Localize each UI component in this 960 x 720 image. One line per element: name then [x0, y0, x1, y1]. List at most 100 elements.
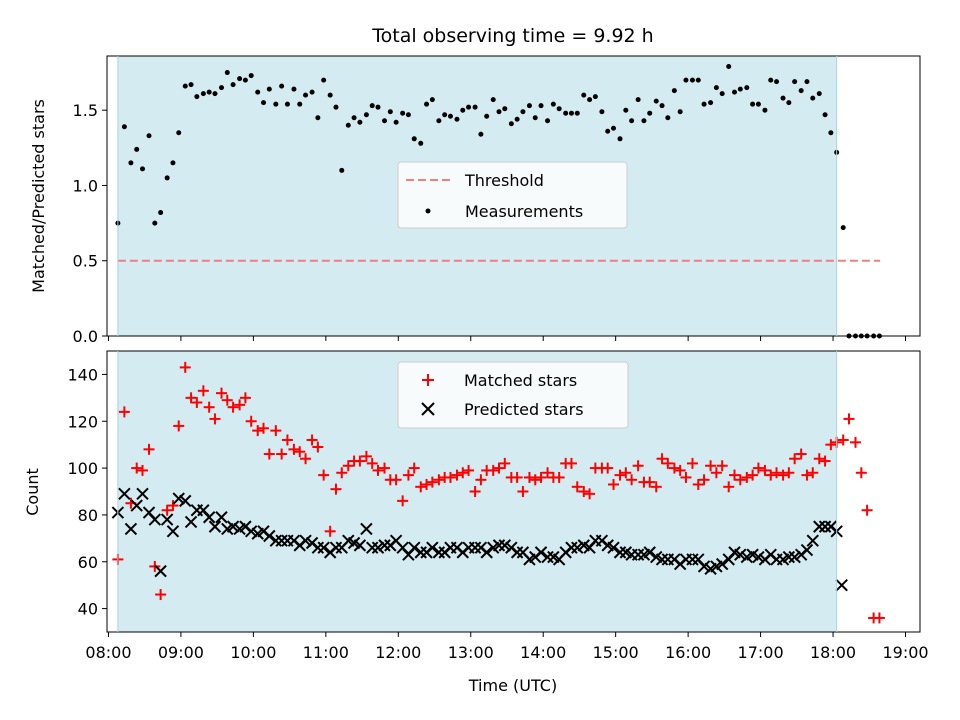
predicted-point	[631, 548, 645, 561]
matched-point	[843, 413, 855, 425]
matched-point	[300, 453, 312, 465]
measurement-point	[315, 115, 321, 121]
matched-point	[674, 464, 686, 476]
predicted-point	[329, 541, 343, 554]
measurement-point	[659, 103, 665, 109]
measurement-point	[266, 86, 272, 92]
matched-point	[813, 453, 825, 465]
measurement-point	[466, 104, 472, 110]
predicted-points	[111, 487, 848, 592]
matched-point	[517, 486, 529, 497]
matched-point	[161, 504, 173, 516]
chart-title: Total observing time = 9.92 h	[371, 25, 653, 47]
x-tick-label: 15:00	[593, 643, 639, 662]
matched-point	[245, 415, 257, 427]
matched-point	[444, 471, 456, 483]
matched-point	[294, 446, 306, 458]
measurement-point	[726, 64, 732, 70]
matched-point	[372, 464, 384, 476]
measurement-point	[526, 103, 532, 109]
matched-point	[402, 469, 414, 481]
measurement-point	[635, 97, 641, 103]
measurement-point	[556, 106, 562, 112]
measurement-point	[442, 112, 448, 118]
matched-point	[668, 462, 680, 474]
x-tick-label: 16:00	[665, 643, 711, 662]
measurement-point	[194, 94, 200, 100]
measurement-point	[460, 107, 466, 113]
matched-point	[227, 401, 239, 413]
matched-point	[258, 422, 270, 434]
matched-point	[705, 460, 717, 472]
matched-point	[239, 392, 251, 404]
matched-point	[499, 457, 511, 469]
measurement-point	[810, 95, 816, 101]
measurement-point	[478, 131, 484, 137]
measurement-point	[309, 89, 315, 95]
predicted-point	[782, 550, 796, 564]
measurement-point	[164, 175, 170, 181]
matched-point	[312, 441, 324, 453]
measurement-point	[411, 136, 417, 142]
matched-point	[408, 462, 420, 474]
matched-point	[747, 469, 759, 481]
measurement-point	[798, 88, 804, 94]
matched-point	[783, 467, 795, 479]
legend-predicted-label: Predicted stars	[464, 400, 584, 419]
measurement-point	[170, 160, 176, 166]
measurement-point	[719, 91, 725, 97]
matched-point	[185, 392, 197, 404]
top-y-tick-label: 1.5	[73, 101, 98, 120]
matched-point	[487, 464, 499, 476]
predicted-point	[480, 546, 493, 559]
measurement-point	[744, 85, 750, 91]
matched-point	[143, 443, 155, 455]
matched-point	[433, 474, 445, 486]
matched-point	[173, 420, 185, 432]
predicted-point	[734, 548, 747, 561]
matched-point	[807, 467, 819, 479]
measurement-point	[447, 113, 453, 119]
measurement-point	[617, 136, 623, 142]
x-tick-label: 19:00	[882, 643, 928, 662]
matched-point	[523, 471, 535, 483]
predicted-point	[275, 534, 288, 547]
matched-point	[421, 478, 433, 490]
measurement-point	[242, 77, 248, 83]
bottom-y-tick-label: 60	[78, 553, 98, 572]
predicted-point	[202, 511, 216, 524]
predicted-point	[208, 520, 222, 533]
measurement-point	[762, 107, 768, 113]
matched-point	[451, 469, 463, 481]
matched-point	[795, 448, 807, 460]
matched-point	[366, 457, 378, 469]
measurement-point	[545, 118, 551, 124]
predicted-point	[468, 541, 482, 554]
matched-point	[209, 413, 221, 425]
matched-point	[511, 471, 523, 483]
matched-point	[710, 467, 722, 479]
predicted-point	[697, 560, 711, 573]
matched-point	[390, 474, 402, 486]
matched-point	[179, 361, 191, 373]
measurement-points	[115, 64, 882, 339]
measurement-point	[768, 77, 774, 83]
predicted-point	[498, 539, 512, 552]
measurement-point	[454, 116, 460, 122]
matched-point	[855, 467, 867, 479]
measurement-point	[520, 109, 526, 115]
x-tick-label: 18:00	[810, 643, 856, 662]
matched-point	[234, 399, 246, 411]
measurement-point	[429, 97, 435, 103]
predicted-point	[311, 541, 325, 554]
measurement-point	[629, 118, 635, 124]
bottom-y-ticks: 40 60 80 100 120 140	[67, 365, 107, 619]
predicted-point	[752, 550, 765, 564]
measurement-point	[592, 94, 598, 100]
measurement-point	[405, 112, 411, 118]
matched-point	[729, 469, 741, 481]
measurement-point	[623, 107, 629, 113]
matched-point	[354, 455, 366, 467]
measurement-point	[695, 77, 701, 83]
matched-point	[469, 486, 481, 497]
